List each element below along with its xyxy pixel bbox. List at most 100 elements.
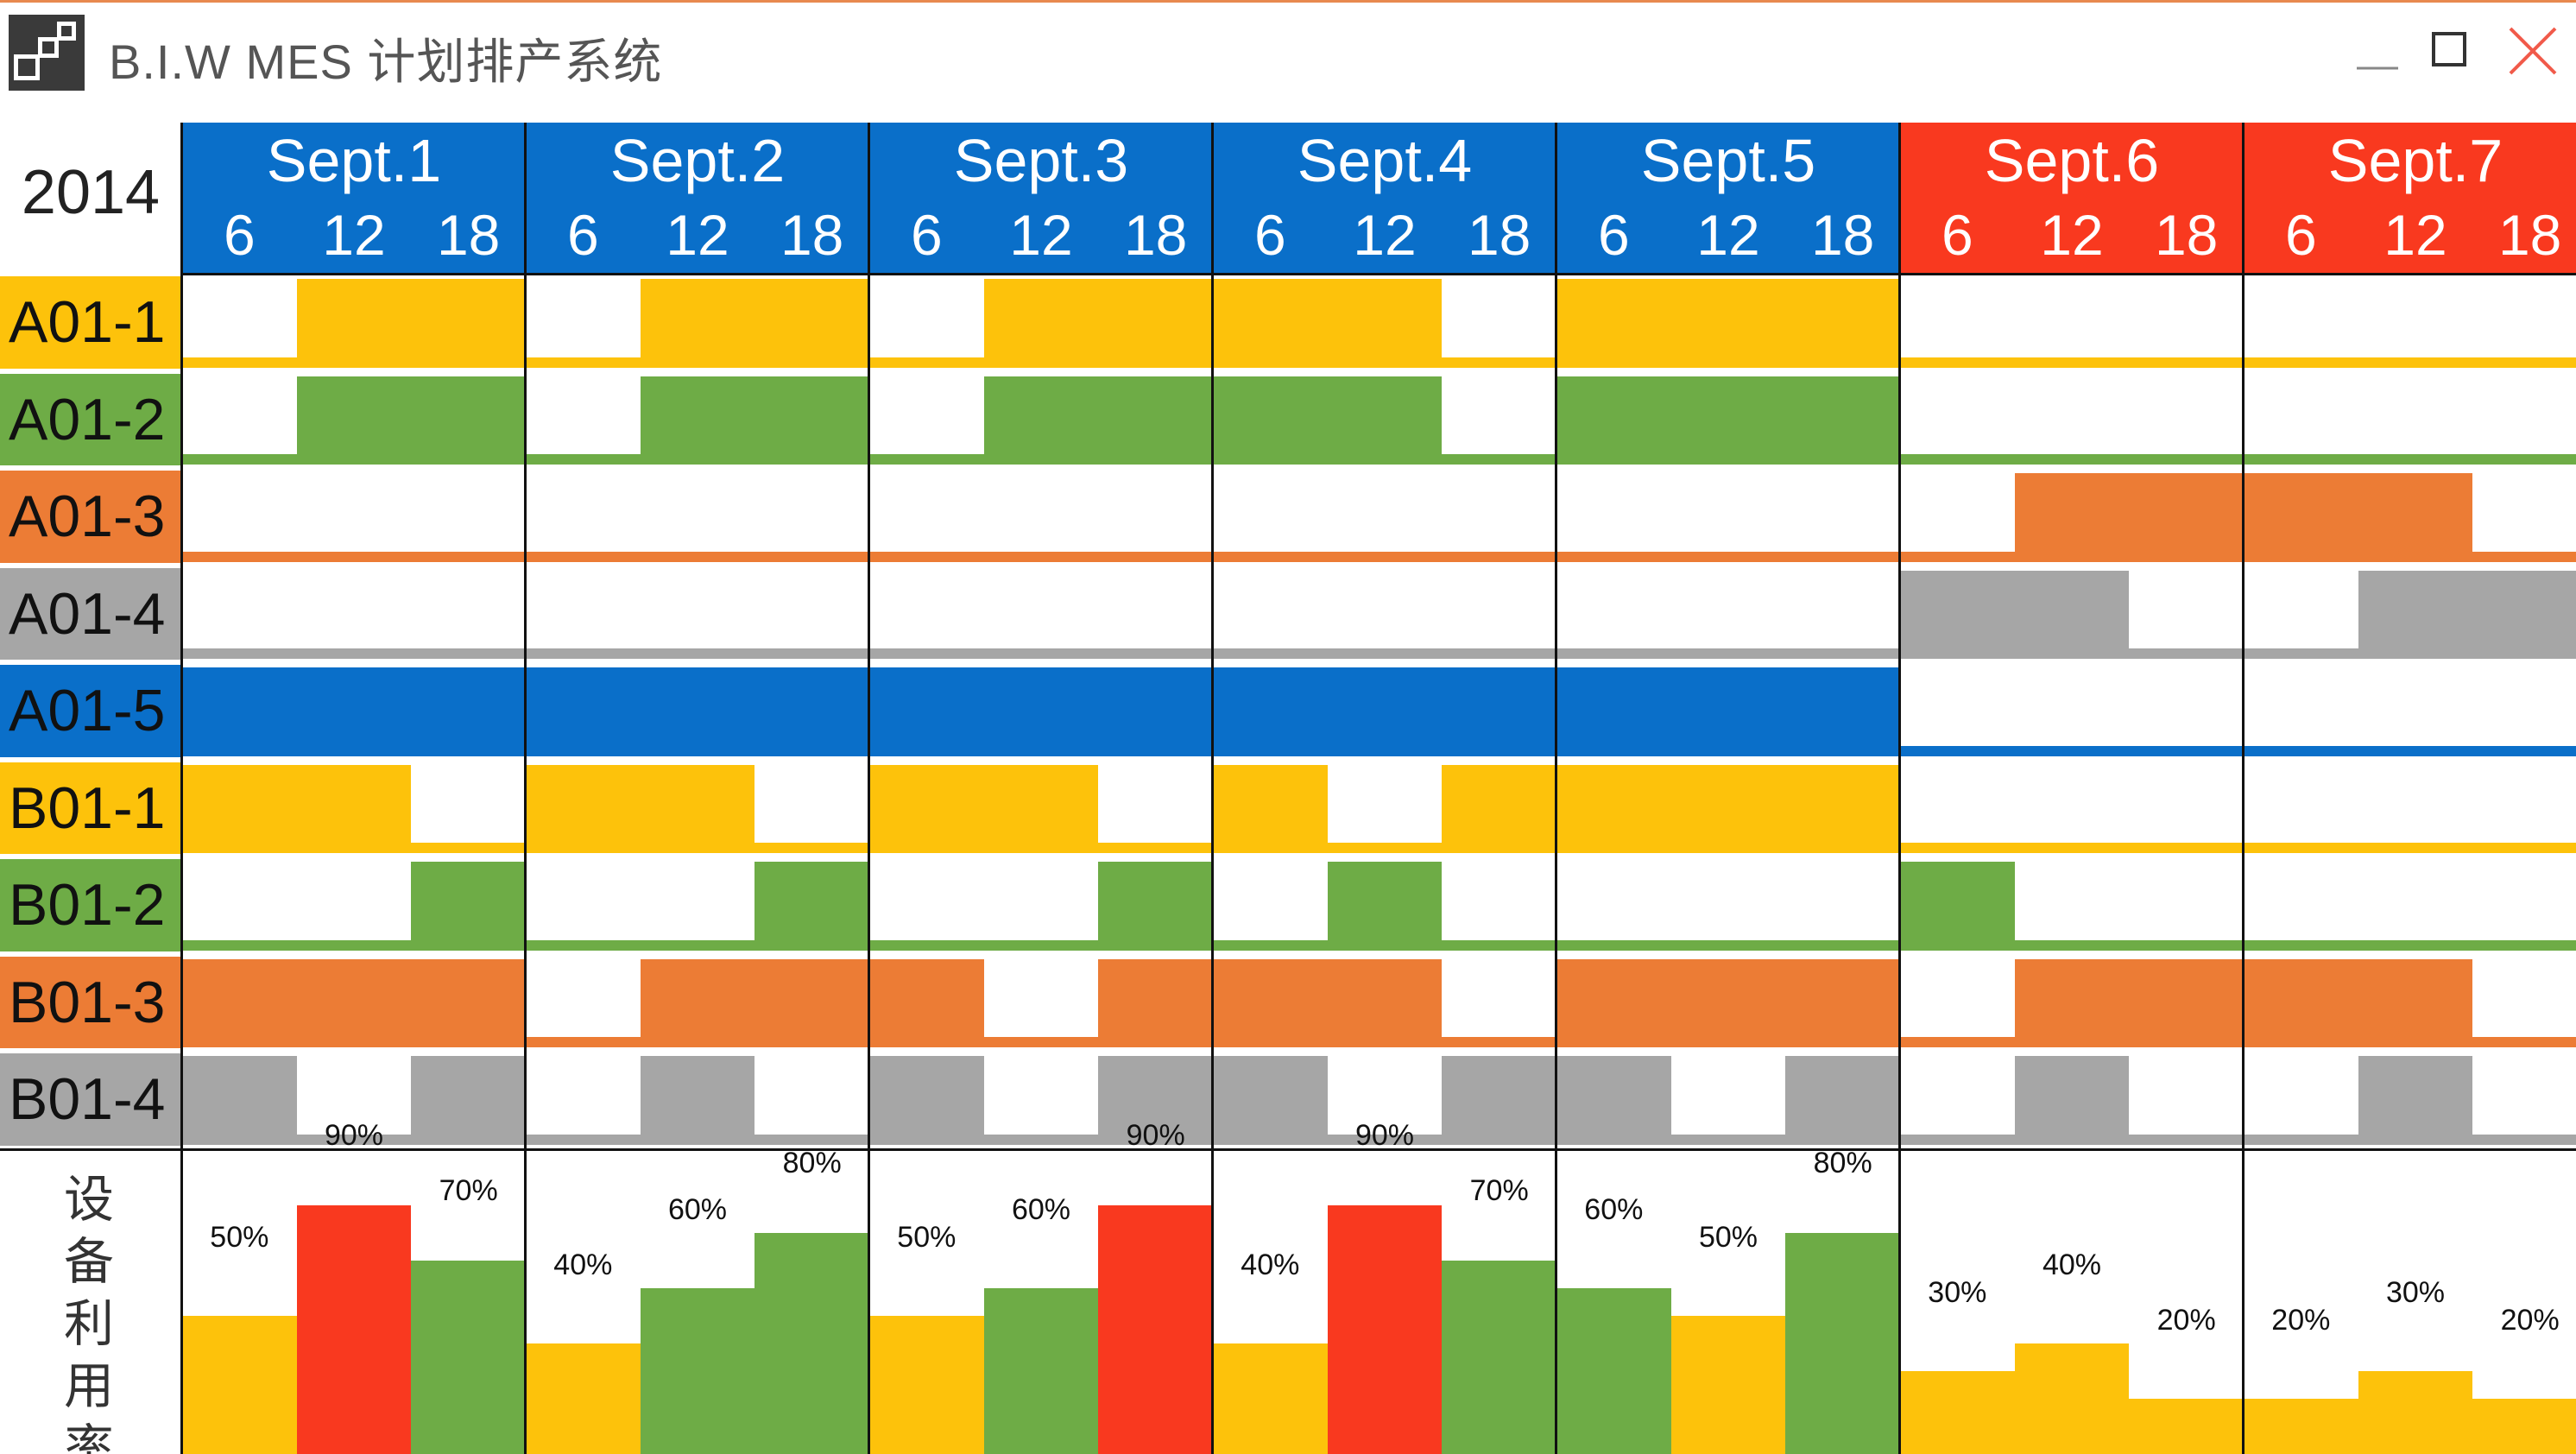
schedule-block[interactable] [182, 667, 1900, 755]
utilization-bar [411, 1260, 526, 1454]
utilization-bar [1442, 1260, 1556, 1454]
schedule-block[interactable] [640, 279, 869, 366]
hour-tick-label: 12 [1696, 203, 1760, 267]
schedule-block[interactable] [754, 862, 869, 949]
hour-tick-label: 18 [1467, 203, 1531, 267]
utilization-bar [983, 1287, 1099, 1454]
utilization-bar [182, 1315, 297, 1454]
schedule-block[interactable] [2014, 958, 2244, 1046]
schedule-block[interactable] [1442, 1056, 1556, 1143]
close-icon [2509, 27, 2557, 75]
day-divider [1555, 123, 1557, 1454]
utilization-value-label: 20% [2271, 1303, 2331, 1337]
maximize-button[interactable] [2412, 15, 2490, 92]
schedule-block[interactable] [983, 279, 1213, 366]
hour-tick-label: 6 [1597, 203, 1630, 267]
close-button[interactable] [2495, 15, 2573, 92]
schedule-block[interactable] [2358, 1056, 2473, 1143]
schedule-block[interactable] [1785, 1056, 1900, 1143]
app-logo-icon [9, 15, 85, 91]
day-header-bg [1900, 123, 2244, 274]
title-bar: B.I.W MES 计划排产系统 [0, 3, 2576, 115]
schedule-block[interactable] [1098, 958, 1443, 1046]
schedule-block[interactable] [411, 862, 526, 949]
utilization-bar [1213, 1343, 1328, 1454]
utilization-value-label: 60% [1584, 1192, 1644, 1226]
schedule-block[interactable] [869, 764, 1099, 851]
utilization-value-label: 60% [667, 1192, 728, 1226]
utilization-value-label: 90% [324, 1118, 384, 1152]
hour-tick-label: 18 [2497, 203, 2562, 267]
schedule-block[interactable] [526, 764, 755, 851]
utilization-bar [1785, 1232, 1900, 1454]
schedule-block[interactable] [1900, 862, 2015, 949]
resource-label: A01-4 [0, 567, 181, 660]
schedule-block[interactable] [182, 764, 412, 851]
utilization-value-label: 90% [1354, 1118, 1415, 1152]
schedule-block[interactable] [1556, 376, 1900, 463]
year-label: 2014 [21, 158, 161, 227]
hour-tick-label: 18 [2154, 203, 2219, 267]
schedule-block[interactable] [1900, 570, 2130, 657]
schedule-block[interactable] [2358, 570, 2576, 657]
schedule-block[interactable] [869, 958, 984, 1046]
day-header: Sept.6 [1984, 127, 2160, 194]
schedule-block[interactable] [1098, 862, 1213, 949]
schedule-block[interactable] [1213, 764, 1328, 851]
schedule-block[interactable] [411, 1056, 526, 1143]
schedule-block[interactable] [1327, 862, 1443, 949]
day-header: Sept.5 [1640, 127, 1816, 194]
schedule-block[interactable] [2244, 958, 2473, 1046]
day-divider [1898, 123, 1901, 1454]
resource-label: B01-3 [0, 956, 181, 1048]
utilization-value-label: 40% [2042, 1248, 2102, 1281]
day-divider [180, 123, 183, 1454]
utilization-top-rule [0, 1147, 2576, 1151]
schedule-block[interactable] [296, 279, 526, 366]
utilization-bar [869, 1315, 984, 1454]
utilization-value-label: 30% [1928, 1275, 1987, 1309]
hour-tick-label: 18 [780, 203, 844, 267]
schedule-block[interactable] [2014, 1056, 2130, 1143]
schedule-block[interactable] [869, 1056, 984, 1143]
schedule-block[interactable] [983, 376, 1213, 463]
schedule-block[interactable] [640, 376, 869, 463]
utilization-value-label: 50% [897, 1220, 957, 1254]
header-bottom-rule [182, 273, 2576, 275]
utilization-value-label: 60% [1011, 1192, 1071, 1226]
day-header: Sept.3 [953, 127, 1129, 194]
schedule-block[interactable] [1556, 1056, 1671, 1143]
schedule-block[interactable] [640, 958, 869, 1046]
schedule-block[interactable] [640, 1056, 755, 1143]
schedule-block[interactable] [1213, 376, 1443, 463]
utilization-value-label: 90% [1126, 1118, 1185, 1152]
schedule-block[interactable] [1213, 279, 1443, 366]
schedule-block[interactable] [182, 958, 526, 1046]
utilization-value-label: 80% [1813, 1146, 1872, 1179]
resource-baseline [182, 1134, 2576, 1145]
day-divider [524, 123, 527, 1454]
resource-baseline [182, 551, 2576, 562]
utilization-bar [1670, 1315, 1786, 1454]
hour-tick-label: 6 [223, 203, 256, 267]
resource-label: B01-2 [0, 859, 181, 951]
day-header-bg [1213, 123, 1556, 274]
utilization-bar [1327, 1204, 1443, 1454]
schedule-block[interactable] [182, 1056, 297, 1143]
day-divider [2242, 123, 2245, 1454]
hour-tick-label: 12 [322, 203, 386, 267]
utilization-bar [754, 1232, 869, 1454]
resource-label: A01-2 [0, 373, 181, 465]
utilization-value-label: 50% [1698, 1220, 1758, 1254]
schedule-block[interactable] [1556, 958, 1900, 1046]
schedule-block[interactable] [1556, 279, 1900, 366]
minimize-button[interactable] [2339, 15, 2417, 92]
schedule-block[interactable] [296, 376, 526, 463]
schedule-block[interactable] [1442, 764, 1900, 851]
hour-tick-label: 18 [1123, 203, 1188, 267]
utilization-bar [1098, 1204, 1213, 1454]
hour-tick-label: 18 [1810, 203, 1875, 267]
utilization-bar [526, 1343, 641, 1454]
hour-tick-label: 12 [2040, 203, 2104, 267]
